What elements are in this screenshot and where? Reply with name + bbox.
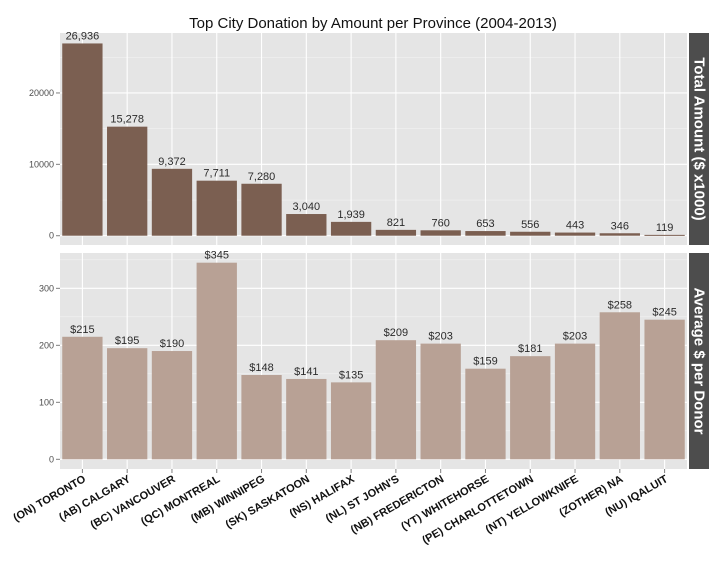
panel-2: 0 100 200 300 $215 $195 $190 $345 $148 $141 $135 $2… <box>39 250 709 469</box>
y-tick-label: 300 <box>39 283 54 293</box>
bar <box>330 382 372 460</box>
data-label: $245 <box>652 307 676 319</box>
bar <box>62 336 103 460</box>
panel-1: 0 10000 20000 26,936 15,278 9,372 7,711 7,280 3,… <box>29 30 709 245</box>
data-label: 821 <box>387 217 405 229</box>
y-tick-label: 100 <box>39 397 54 407</box>
bar <box>62 43 103 236</box>
bar <box>644 319 685 460</box>
facet-strip-label: Total Amount ($ x1000) <box>691 57 708 220</box>
data-label: $203 <box>563 331 587 343</box>
data-label: 7,280 <box>248 171 276 183</box>
bar <box>420 230 461 236</box>
y-tick-label: 200 <box>39 340 54 350</box>
data-label: 1,939 <box>337 209 365 221</box>
data-label: $203 <box>428 331 452 343</box>
bar <box>375 229 417 236</box>
data-label: $215 <box>70 324 94 336</box>
data-label: 443 <box>566 220 584 232</box>
chart-panels: 0 10000 20000 26,936 15,278 9,372 7,711 7,280 3,… <box>29 30 709 469</box>
bar <box>286 214 327 236</box>
y-tick-label: 0 <box>49 231 54 241</box>
bar <box>420 343 461 460</box>
bar <box>465 368 506 460</box>
y-tick-label: 10000 <box>29 159 54 169</box>
data-label: $190 <box>160 338 184 350</box>
facet-strip <box>689 253 709 469</box>
data-label: $141 <box>294 366 318 378</box>
y-tick-label: 20000 <box>29 88 54 98</box>
data-label: 556 <box>521 219 539 231</box>
bar <box>330 221 372 236</box>
bar <box>599 312 640 460</box>
data-label: 346 <box>611 220 629 232</box>
bar <box>286 378 327 460</box>
bar <box>375 340 417 460</box>
data-label: $159 <box>473 356 497 368</box>
data-label: 26,936 <box>66 30 100 42</box>
bar <box>644 234 685 236</box>
data-label: 9,372 <box>158 156 186 168</box>
data-label: $195 <box>115 335 139 347</box>
data-label: $181 <box>518 343 542 355</box>
facet-strip-label: Average $ per Donor <box>691 288 708 435</box>
bar <box>196 180 237 236</box>
data-label: $148 <box>249 362 273 374</box>
bar <box>599 233 640 236</box>
y-tick-label: 0 <box>49 454 54 464</box>
data-label: 3,040 <box>293 201 321 213</box>
bar <box>510 356 551 460</box>
bar <box>510 231 551 236</box>
x-tick-label: (QC) MONTREAL <box>139 473 222 528</box>
data-label: 119 <box>656 222 674 234</box>
x-tick-label: (ON) TORONTO <box>11 473 88 524</box>
facet-strip <box>689 33 709 245</box>
bar <box>241 374 282 460</box>
bar <box>241 183 282 236</box>
data-label: 760 <box>431 217 449 229</box>
bar <box>107 126 148 236</box>
data-label: $209 <box>384 327 408 339</box>
bar <box>151 168 193 236</box>
bar <box>554 232 596 236</box>
data-label: $258 <box>608 299 632 311</box>
chart-title: Top City Donation by Amount per Province… <box>189 15 557 32</box>
data-label: $135 <box>339 369 363 381</box>
data-label: 7,711 <box>203 168 230 180</box>
data-label: $345 <box>205 250 229 262</box>
data-label: 15,278 <box>110 114 144 126</box>
data-label: 653 <box>476 218 494 230</box>
x-axis: (ON) TORONTO(AB) CALGARY(BC) VANCOUVER(Q… <box>11 469 670 547</box>
bar <box>151 351 193 460</box>
bar <box>465 231 506 236</box>
bar <box>196 262 237 460</box>
bar <box>554 343 596 460</box>
bar <box>107 348 148 460</box>
